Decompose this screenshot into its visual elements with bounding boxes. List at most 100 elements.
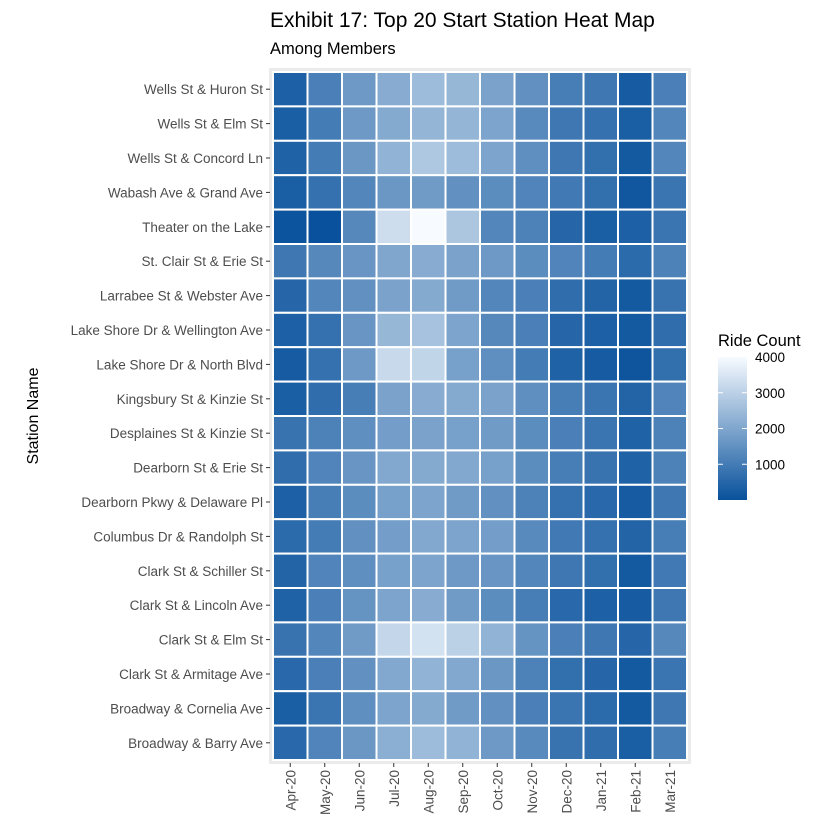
heatmap-cell <box>272 380 309 418</box>
heatmap-cell <box>582 552 619 589</box>
heatmap-cell <box>513 621 550 658</box>
heatmap-cell <box>341 243 378 280</box>
y-axis-title: Station Name <box>25 367 42 464</box>
heatmap-cell <box>375 105 412 142</box>
heatmap-cell <box>548 208 585 246</box>
heatmap-cell <box>513 724 550 761</box>
legend-tick-label: 4000 <box>755 350 785 365</box>
heatmap-cell <box>617 380 654 418</box>
heatmap-cell <box>341 449 378 486</box>
heatmap-cell <box>548 690 585 727</box>
heatmap-cell <box>444 208 481 246</box>
heatmap-cell <box>479 71 516 108</box>
legend-tick-label: 1000 <box>755 457 785 472</box>
heatmap-cell <box>306 552 343 589</box>
heatmap-cell <box>306 483 343 521</box>
heatmap-cell <box>513 139 550 177</box>
heatmap-cell <box>444 587 481 624</box>
heatmap-cell <box>341 71 378 108</box>
y-tick-label: Clark St & Schiller St <box>138 564 264 579</box>
heatmap-cell <box>479 690 516 727</box>
x-tick-label: Nov-20 <box>525 770 540 814</box>
heatmap-cell <box>341 346 378 383</box>
heatmap-cell <box>272 71 309 108</box>
heatmap-cell <box>582 105 619 142</box>
heatmap-cell <box>582 208 619 246</box>
heatmap-cell <box>548 105 585 142</box>
heatmap-cell <box>513 552 550 589</box>
heatmap-cell <box>548 518 585 555</box>
heatmap-cell <box>444 518 481 555</box>
heatmap-cell <box>444 277 481 314</box>
heatmap-cell <box>651 587 688 624</box>
heatmap-cell <box>479 518 516 555</box>
color-legend: Ride Count 1000 2000 3000 4000 <box>718 332 801 500</box>
heatmap-cell <box>479 174 516 211</box>
heatmap-cell <box>375 71 412 108</box>
y-tick-label: Broadway & Cornelia Ave <box>110 701 263 716</box>
heatmap-cell <box>651 724 688 761</box>
heatmap-cell <box>410 621 447 658</box>
heatmap-cell <box>375 483 412 521</box>
x-tick-label: Oct-20 <box>490 770 505 811</box>
heatmap-cell <box>306 311 343 349</box>
heatmap-cell <box>272 105 309 142</box>
heatmap-cell <box>548 587 585 624</box>
heatmap-cell <box>341 621 378 658</box>
heatmap-cell <box>306 690 343 727</box>
heatmap-cell <box>272 139 309 177</box>
heatmap-cell <box>479 483 516 521</box>
heatmap-cell <box>306 277 343 314</box>
heatmap-cell <box>444 174 481 211</box>
y-axis-ticks: Wells St & Huron St Wells St & Elm St Well… <box>71 82 270 751</box>
heatmap-cell <box>617 174 654 211</box>
heatmap-cell <box>651 208 688 246</box>
x-tick-label: Apr-20 <box>283 770 298 811</box>
heatmap-cell <box>410 139 447 177</box>
heatmap-cell <box>375 415 412 452</box>
heatmap-cells <box>272 71 688 761</box>
y-tick-label: Theater on the Lake <box>142 220 263 235</box>
heatmap-cell <box>513 243 550 280</box>
heatmap-cell <box>582 449 619 486</box>
heatmap-cell <box>375 380 412 418</box>
heatmap-cell <box>410 587 447 624</box>
heatmap-cell <box>410 208 447 246</box>
heatmap-cell <box>513 449 550 486</box>
heatmap-cell <box>444 655 481 693</box>
heatmap-cell <box>617 71 654 108</box>
heatmap-cell <box>617 552 654 589</box>
heatmap-cell <box>410 346 447 383</box>
heatmap-cell <box>341 208 378 246</box>
heatmap-cell <box>582 587 619 624</box>
heatmap-cell <box>651 690 688 727</box>
heatmap-cell <box>479 415 516 452</box>
heatmap-cell <box>548 311 585 349</box>
chart-subtitle: Among Members <box>270 40 396 58</box>
heatmap-cell <box>272 483 309 521</box>
heatmap-cell <box>617 208 654 246</box>
heatmap-cell <box>582 346 619 383</box>
heatmap-cell <box>479 311 516 349</box>
y-tick-label: Lake Shore Dr & North Blvd <box>96 357 263 372</box>
heatmap-cell <box>479 139 516 177</box>
heatmap-cell <box>444 139 481 177</box>
heatmap-cell <box>444 105 481 142</box>
heatmap-cell <box>410 449 447 486</box>
heatmap-cell <box>479 449 516 486</box>
heatmap-cell <box>375 346 412 383</box>
x-tick-label: Aug-20 <box>421 770 436 814</box>
heatmap-cell <box>617 483 654 521</box>
y-tick-label: Clark St & Armitage Ave <box>119 667 263 682</box>
heatmap-cell <box>306 243 343 280</box>
heatmap-cell <box>548 483 585 521</box>
heatmap-cell <box>444 621 481 658</box>
heatmap-cell <box>306 587 343 624</box>
heatmap-cell <box>582 690 619 727</box>
heatmap-cell <box>651 415 688 452</box>
heatmap-cell <box>479 208 516 246</box>
y-tick-label: Kingsbury St & Kinzie St <box>117 392 264 407</box>
heatmap-cell <box>341 655 378 693</box>
y-tick-label: Dearborn St & Erie St <box>133 461 263 476</box>
heatmap-cell <box>444 380 481 418</box>
